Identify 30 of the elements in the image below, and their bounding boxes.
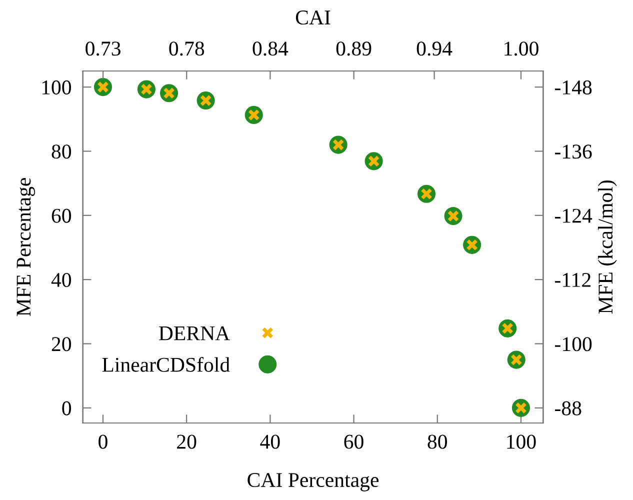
x-tick-label: 80 [428, 434, 447, 449]
y-tick-label: 100 [42, 80, 72, 94]
y2-tick-label: -88 [555, 401, 582, 416]
y2-tick-label: -148 [555, 80, 592, 94]
y-axis-title: MFE Percentage [16, 178, 36, 316]
y-tick-label: 80 [52, 144, 72, 159]
y2-axis-title: MFE (kcal/mol) [598, 180, 617, 314]
legend-label: LinearCDSfold [102, 356, 230, 372]
x2-tick-label: 0.94 [416, 42, 452, 56]
x2-tick-label: 0.84 [252, 42, 288, 56]
x2-tick-label: 1.00 [504, 42, 538, 56]
x-tick-label: 40 [260, 434, 280, 449]
x2-tick-label: 0.73 [86, 42, 120, 56]
y-tick-label: 20 [52, 337, 72, 352]
x-tick-label: 60 [344, 434, 364, 449]
x2-tick-label: 0.89 [336, 42, 372, 56]
y-tick-label: 60 [52, 208, 72, 223]
x-tick-label: 0 [98, 434, 108, 449]
x2-axis-title: CAI [296, 10, 330, 25]
y2-tick-label: -124 [555, 208, 592, 223]
y2-tick-label: -112 [555, 273, 590, 287]
x2-tick-label: 0.78 [169, 42, 204, 56]
x-tick-label: 100 [507, 434, 536, 449]
y2-tick-label: -100 [555, 337, 592, 352]
y2-tick-label: -136 [555, 144, 592, 159]
legend-label: DERNA [158, 326, 230, 340]
y-tick-label: 40 [51, 272, 72, 287]
y-tick-label: 0 [62, 401, 72, 416]
x-axis-title: CAI Percentage [248, 473, 379, 492]
x-tick-label: 20 [177, 434, 196, 449]
